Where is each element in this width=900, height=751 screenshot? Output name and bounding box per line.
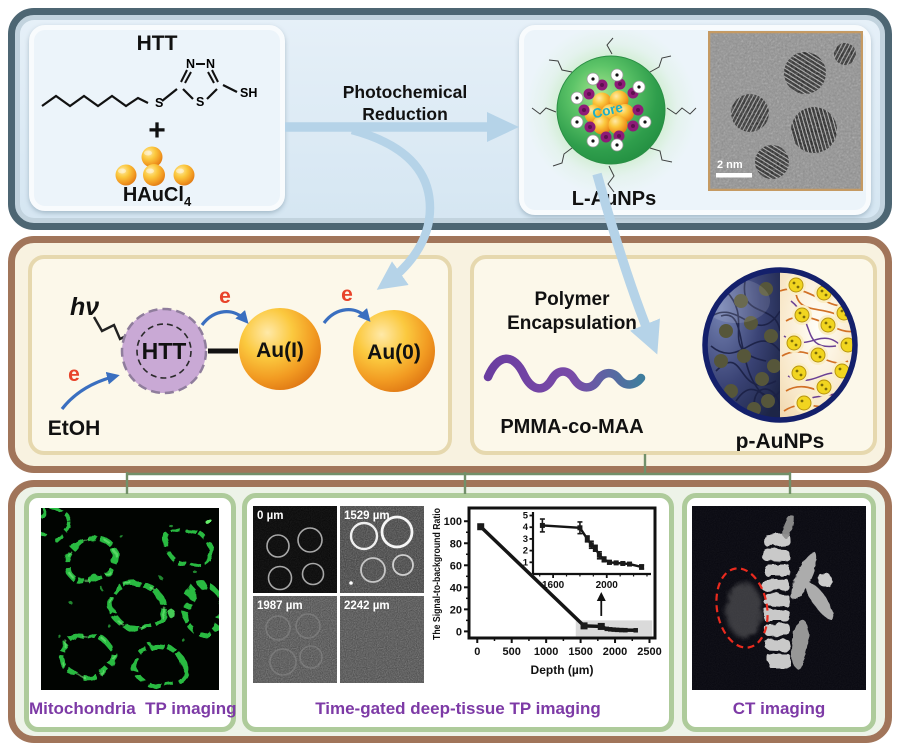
- mito-caption: Mitochondria TP imaging: [29, 699, 237, 718]
- svg-text:500: 500: [503, 646, 521, 658]
- svg-text:4: 4: [523, 522, 529, 533]
- haucl4-main: HAuCl: [122, 184, 184, 206]
- ct-roi-circle: [715, 567, 769, 649]
- tem-scalebar-bar: [716, 173, 752, 178]
- depth-label-0: 0 µm: [257, 510, 284, 522]
- ct-panel: CT imaging: [682, 493, 876, 732]
- reduction-label-line2: Reduction: [362, 104, 448, 124]
- depth-label-1: 1529 µm: [344, 510, 390, 522]
- mito-image: [41, 508, 219, 690]
- electron-arrow-2: [322, 308, 371, 325]
- reactant-title: HTT: [136, 32, 178, 55]
- svg-text:80: 80: [450, 538, 462, 550]
- htt-inner-ring: [136, 323, 192, 379]
- svg-text:20: 20: [450, 604, 462, 616]
- encapsulation-scheme: Polymer Encapsulation PMMA-co-MAA: [483, 267, 858, 451]
- au0-label: Au(0): [367, 341, 421, 364]
- p-aunps-label: p-AuNPs: [736, 430, 825, 451]
- svg-text:40: 40: [450, 582, 462, 594]
- hv-label: hν: [70, 293, 99, 321]
- depth-cell-1987um: [253, 596, 337, 683]
- ct-bones: [726, 514, 834, 668]
- htt-circle: [120, 307, 208, 395]
- svg-text:5: 5: [523, 511, 529, 522]
- product-box: Core 2 nm L-AuNPs: [519, 25, 871, 215]
- svg-text:100: 100: [444, 516, 462, 528]
- tem-image: 2 nm: [708, 31, 863, 191]
- ct-caption: CT imaging: [732, 699, 826, 718]
- mito-panel: Mitochondria TP imaging: [24, 493, 236, 732]
- svg-text:1500: 1500: [568, 646, 592, 658]
- gold-atoms: [115, 146, 195, 186]
- depth-cell-0um: [253, 506, 337, 593]
- mechanism-box: hν HTT Au(I) Au(0) e e e EtOH: [28, 255, 452, 455]
- au1-sphere: [239, 308, 321, 390]
- sbr-chart: The Signal-to-background Ratio Depth (µm…: [432, 506, 662, 677]
- svg-text:60: 60: [450, 560, 462, 572]
- htt-structure: S N N S SH: [41, 57, 257, 110]
- plus-sign: +: [148, 114, 166, 147]
- mechanism-scheme: hν HTT Au(I) Au(0) e e e EtOH: [48, 283, 435, 440]
- deep-tissue-caption: Time-gated deep-tissue TP imaging: [315, 699, 601, 718]
- svg-text:2000: 2000: [603, 646, 627, 658]
- svg-text:1600: 1600: [542, 580, 565, 591]
- svg-text:3: 3: [523, 534, 528, 545]
- mechanism-section: hν HTT Au(I) Au(0) e e e EtOH: [8, 236, 892, 473]
- sh-group: SH: [240, 86, 257, 100]
- svg-text:1000: 1000: [534, 646, 558, 658]
- electron-arrow-3: [60, 371, 120, 410]
- chart-y-label: The Signal-to-background Ratio: [432, 508, 443, 640]
- depth-label-2: 1987 µm: [257, 600, 303, 612]
- n-atom-2: N: [206, 57, 215, 71]
- ring-s-atom: S: [196, 95, 204, 109]
- haucl4-sub: 4: [183, 194, 192, 209]
- reactants-box: HTT S N N S SH +: [29, 25, 285, 211]
- depth-grid: [253, 506, 424, 683]
- ligand-head-rings: [578, 78, 644, 143]
- ct-image: [692, 506, 866, 690]
- svg-text:2500: 2500: [637, 646, 661, 658]
- encapsulation-label-line1: Polymer: [535, 289, 611, 310]
- l-aunps-label: L-AuNPs: [571, 188, 657, 210]
- electron-arrow-1: [200, 310, 249, 327]
- electron-label-1: e: [219, 285, 231, 308]
- electron-label-2: e: [341, 283, 353, 306]
- depth-cell-2242um: [340, 596, 424, 683]
- deep-tissue-panel: 0 µm 1529 µm 1987 µm 2242 µm The Signal-…: [242, 493, 674, 732]
- l-aunp-graphic: Core: [525, 30, 697, 196]
- etoh-label: EtOH: [48, 417, 101, 440]
- svg-text:0: 0: [474, 646, 480, 658]
- reduction-label-line1: Photochemical: [342, 82, 468, 102]
- chart-x-label: Depth (µm): [531, 663, 594, 677]
- reduction-arrow-label: Photochemical Reduction: [310, 81, 500, 125]
- counter-ions: [570, 68, 652, 152]
- svg-text:2000: 2000: [596, 580, 619, 591]
- au0-sphere: [353, 310, 435, 392]
- n-atom-1: N: [186, 57, 195, 71]
- polymer-name: PMMA-co-MAA: [500, 416, 643, 438]
- tem-border: [708, 31, 863, 191]
- p-aunp-sphere: [702, 267, 858, 423]
- depth-cell-1529um: [340, 506, 424, 593]
- svg-text:1: 1: [523, 557, 529, 568]
- depth-label-3: 2242 µm: [344, 600, 390, 612]
- polymer-chain: [483, 354, 646, 393]
- svg-text:0: 0: [456, 626, 462, 638]
- ct-tumor-region: [726, 582, 762, 638]
- encapsulated-aunps: [784, 275, 855, 413]
- electron-label-3: e: [68, 363, 80, 386]
- tem-scalebar-label: 2 nm: [717, 159, 743, 171]
- svg-text:2: 2: [523, 546, 528, 557]
- encapsulation-box: Polymer Encapsulation PMMA-co-MAA: [470, 255, 877, 455]
- haucl4-label: HAuCl4: [34, 184, 280, 209]
- chain-s-atom: S: [155, 96, 163, 110]
- htt-label: HTT: [142, 338, 187, 364]
- synthesis-section: HTT S N N S SH +: [8, 8, 892, 230]
- encapsulation-label-line2: Encapsulation: [507, 313, 637, 334]
- imaging-section: Mitochondria TP imaging: [8, 480, 892, 743]
- core-label: Core: [591, 99, 625, 121]
- au1-label: Au(I): [256, 339, 304, 362]
